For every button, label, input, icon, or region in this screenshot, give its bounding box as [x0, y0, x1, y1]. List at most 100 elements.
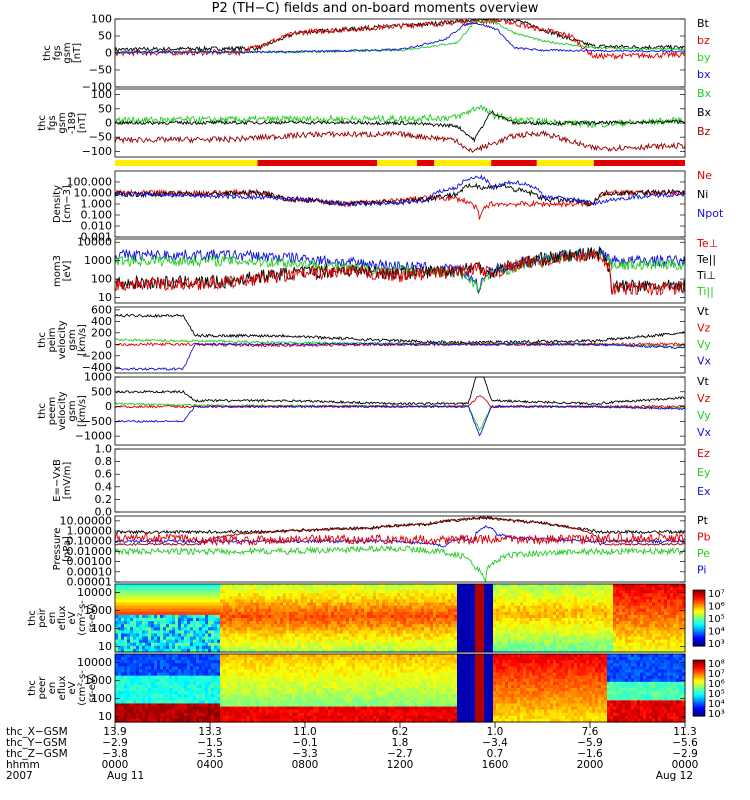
spectrogram-cell — [358, 645, 362, 650]
spectrogram-cell — [667, 608, 671, 613]
spectrogram-cell — [463, 590, 467, 594]
spectrogram-cell — [397, 611, 401, 616]
colorbar-swatch — [693, 608, 705, 611]
spectrogram-cell — [595, 630, 599, 635]
spectrogram-cell — [592, 630, 596, 635]
colorbar-swatch — [693, 626, 705, 629]
spectrogram-cell — [244, 605, 248, 610]
spectrogram-cell — [307, 608, 311, 613]
spectrogram-cell — [151, 672, 155, 677]
spectrogram-cell — [313, 630, 317, 635]
spectrogram-cell — [187, 648, 191, 653]
spectrogram-cell — [634, 621, 638, 625]
spectrogram-cell — [592, 614, 596, 619]
spectrogram-cell — [433, 642, 437, 647]
spectrogram-cell — [667, 648, 671, 653]
spectrogram-cell — [289, 596, 293, 601]
spectrogram-cell — [640, 614, 644, 619]
spectrogram-cell — [319, 584, 323, 588]
spectrogram-cell — [148, 660, 152, 664]
spectrogram-cell — [592, 590, 596, 594]
spectrogram-cell — [475, 608, 479, 613]
spectrogram-cell — [136, 660, 140, 664]
spectrogram-cell — [538, 584, 542, 588]
spectrogram-cell — [295, 639, 299, 644]
spectrogram-cell — [568, 624, 572, 628]
spectrogram-cell — [190, 630, 194, 635]
colorbar-swatch — [693, 613, 705, 616]
spectrogram-cell — [160, 602, 164, 607]
spectrogram-cell — [241, 605, 245, 610]
spectrogram-cell — [631, 590, 635, 594]
spectrogram-cell — [118, 627, 122, 631]
spectrogram-cell — [616, 624, 620, 628]
spectrogram-cell — [133, 639, 137, 644]
spectrogram-cell — [406, 633, 410, 638]
spectrogram-cell — [163, 624, 167, 628]
spectrogram-cell — [454, 618, 458, 622]
spectrogram-cell — [457, 645, 461, 650]
spectrogram-cell — [433, 630, 437, 635]
spectrogram-cell — [334, 618, 338, 622]
spectrogram-cell — [535, 636, 539, 641]
colorbar-swatch — [693, 604, 705, 606]
spectrogram-cell — [151, 633, 155, 638]
spectrogram-cell — [535, 630, 539, 635]
spectrogram-cell — [658, 645, 662, 650]
spectrogram-cell — [223, 642, 227, 647]
spectrogram-cell — [403, 605, 407, 610]
spectrogram-cell — [187, 624, 191, 628]
spectrogram-cell — [346, 627, 350, 631]
spectrogram-cell — [133, 709, 137, 714]
spectrogram-cell — [166, 688, 170, 692]
spectrogram-cell — [346, 596, 350, 601]
spectrogram-cell — [595, 602, 599, 607]
spectrogram-cell — [373, 618, 377, 622]
spectrogram-cell — [487, 611, 491, 616]
spectrogram-cell — [496, 621, 500, 625]
spectrogram-cell — [538, 636, 542, 641]
spectrogram-cell — [673, 648, 677, 653]
spectrogram-cell — [637, 648, 641, 653]
spectrogram-cell — [559, 642, 563, 647]
spectrogram-cell — [433, 618, 437, 622]
spectrogram-cell — [499, 614, 503, 619]
spectrogram-cell — [232, 587, 236, 591]
spectrogram-cell — [601, 633, 605, 638]
spectrogram-cell — [565, 602, 569, 607]
spectrogram-cell — [667, 614, 671, 619]
spectrogram-cell — [241, 639, 245, 644]
spectrogram-cell — [430, 614, 434, 619]
spectrogram-cell — [289, 639, 293, 644]
spectrogram-cell — [154, 627, 158, 631]
spectrogram-cell — [277, 627, 281, 631]
spectrogram-cell — [169, 627, 173, 631]
spectrogram-cell — [337, 602, 341, 607]
spectrogram-cell — [352, 599, 356, 604]
spectrogram-cell — [403, 630, 407, 635]
spectrogram-cell — [655, 599, 659, 604]
spectrogram-cell — [262, 596, 266, 601]
spectrogram-cell — [517, 608, 521, 613]
spectrogram-cell — [673, 584, 677, 588]
spectrogram-cell — [682, 642, 686, 647]
spectrogram-cell — [208, 624, 212, 628]
spectrogram-cell — [301, 642, 305, 647]
spectrogram-cell — [172, 684, 176, 689]
spectrogram-cell — [379, 596, 383, 601]
legend-label: Bx — [697, 106, 712, 119]
spectrogram-cell — [643, 593, 647, 597]
spectrogram-cell — [547, 633, 551, 638]
spectrogram-cell — [163, 700, 167, 705]
spectrogram-cell — [166, 630, 170, 635]
spectrogram-cell — [169, 697, 173, 701]
spectrogram-cell — [469, 636, 473, 641]
spectrogram-cell — [181, 709, 185, 714]
spectrogram-cell — [271, 605, 275, 610]
spectrogram-cell — [451, 624, 455, 628]
spectrogram-cell — [517, 648, 521, 653]
spectrogram-cell — [394, 587, 398, 591]
spectrogram-cell — [415, 599, 419, 604]
spectrogram-cell — [490, 639, 494, 644]
spectrogram-cell — [121, 602, 125, 607]
